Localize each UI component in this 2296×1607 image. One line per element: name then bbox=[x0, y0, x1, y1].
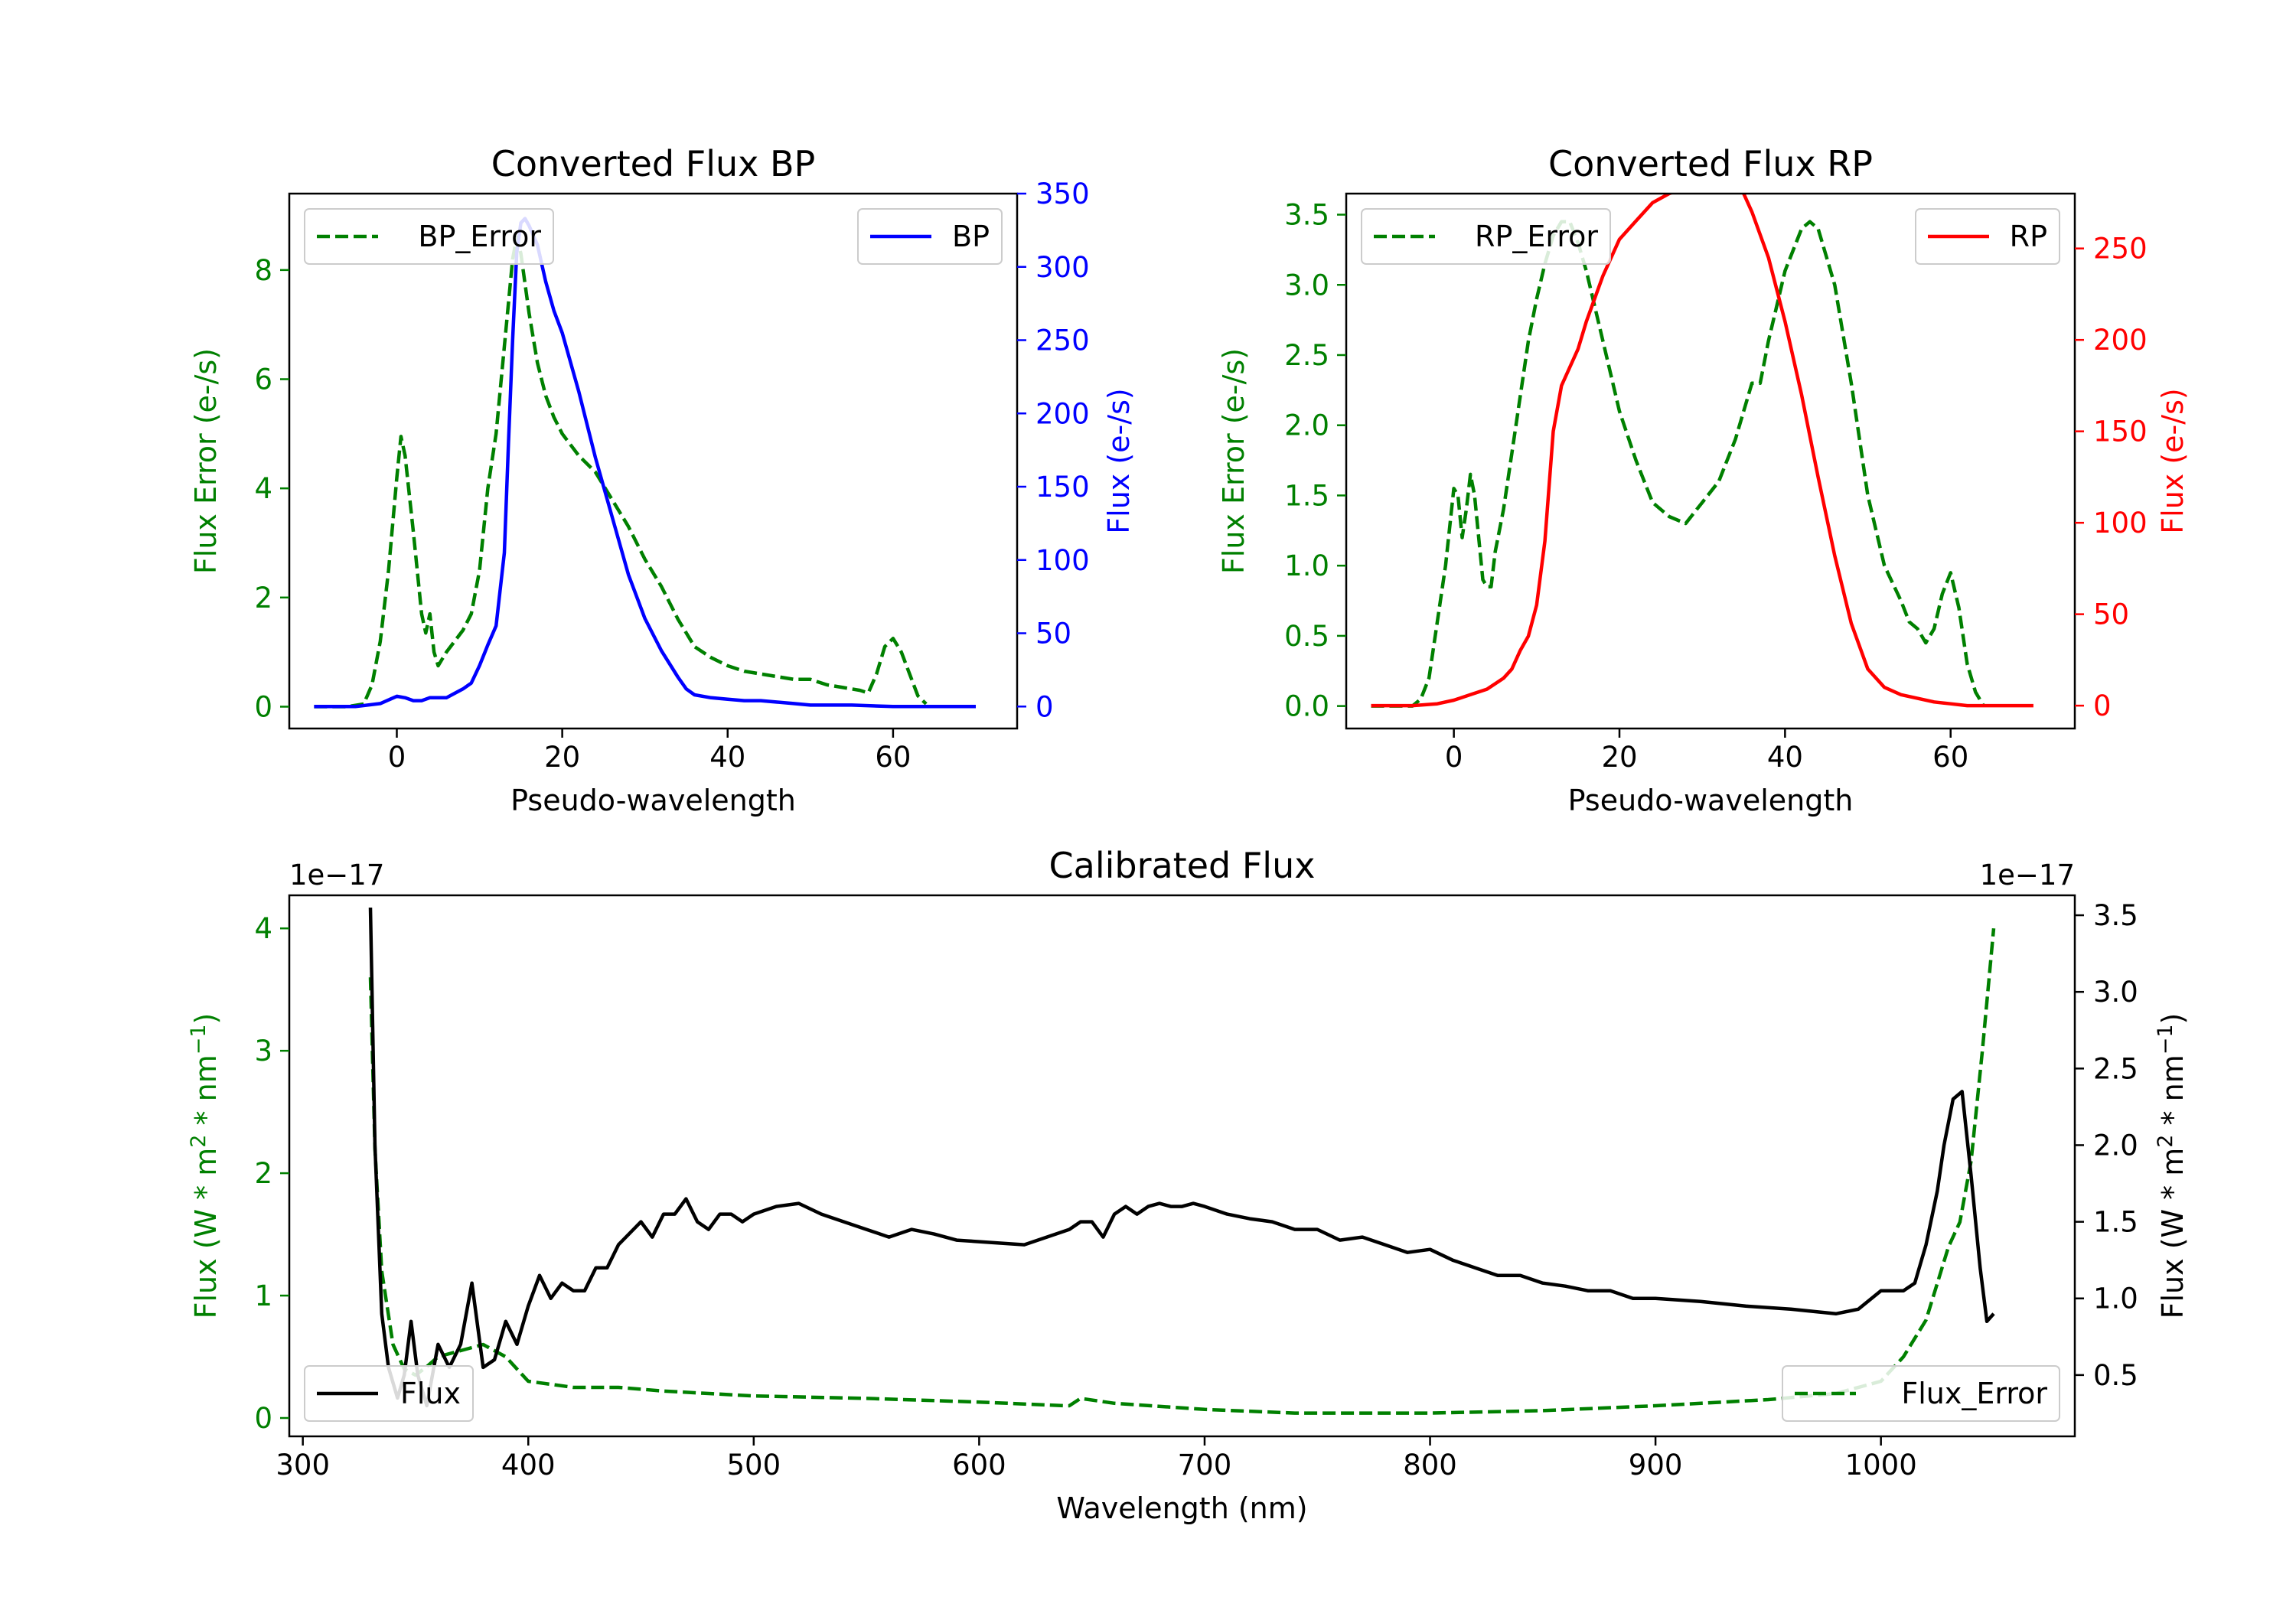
series-line-rp bbox=[1371, 194, 2033, 708]
legend-rp: RP bbox=[1915, 208, 2060, 265]
y-left-tick-label: 0 bbox=[254, 1402, 272, 1435]
y-right-offset-label: 1e−17 bbox=[1980, 859, 2075, 892]
y-left-tick-label: 2 bbox=[254, 1157, 272, 1190]
x-tick-label: 600 bbox=[952, 1449, 1006, 1482]
series-line-bp bbox=[314, 217, 976, 709]
x-tick-label: 300 bbox=[276, 1449, 330, 1482]
y-left-axis-title: Flux Error (e-/s) bbox=[1217, 348, 1251, 574]
legend-label: BP bbox=[952, 220, 990, 253]
legend-box bbox=[1782, 1365, 2060, 1422]
plot-frame bbox=[288, 894, 2076, 1438]
y-left-tick-label: 6 bbox=[254, 363, 272, 396]
x-tick-label: 60 bbox=[875, 741, 911, 774]
y-left-offset-label: 1e−17 bbox=[289, 859, 384, 892]
legend-rp-error: RP_Error bbox=[1361, 208, 1611, 265]
legend-bp: BP bbox=[857, 208, 1003, 265]
series-line-flux-error bbox=[368, 927, 1996, 1415]
y-left-tick-label: 3 bbox=[254, 1035, 272, 1068]
legend-label: Flux bbox=[400, 1377, 461, 1410]
legend-box bbox=[304, 208, 554, 265]
x-tick-label: 800 bbox=[1403, 1449, 1457, 1482]
x-tick-label: 500 bbox=[727, 1449, 781, 1482]
y-left-tick-label: 4 bbox=[254, 472, 272, 505]
series-line-bp-error bbox=[314, 235, 928, 709]
y-right-axis-title: Flux (W * m2 * nm−1) bbox=[2154, 1013, 2190, 1319]
y-left-tick-label: 2.0 bbox=[1284, 409, 1329, 442]
y-right-tick-label: 200 bbox=[2093, 324, 2148, 357]
bp-chart: 0 20 40 60 0 2 4 6 8 0 50 100 150 200 250 300 350 Convert… bbox=[189, 143, 1136, 817]
x-tick-label: 20 bbox=[544, 741, 580, 774]
x-tick-label: 0 bbox=[1445, 741, 1463, 774]
series-line-flux bbox=[368, 907, 1995, 1408]
x-axis-title: Pseudo-wavelength bbox=[510, 784, 796, 817]
y-left-tick-label: 3.5 bbox=[1284, 199, 1329, 232]
y-left-axis-title: Flux (W * m2 * nm−1) bbox=[187, 1013, 223, 1319]
plot-frame bbox=[1345, 192, 2076, 730]
series-line-rp-error bbox=[1371, 220, 1985, 708]
y-left-tick-label: 3.0 bbox=[1284, 269, 1329, 302]
y-right-tick-label: 150 bbox=[1035, 471, 1090, 504]
x-tick-label: 0 bbox=[388, 741, 406, 774]
y-right-tick-label: 0 bbox=[1035, 690, 1054, 723]
legend-box bbox=[1361, 208, 1611, 265]
y-left-tick-label: 0 bbox=[254, 690, 272, 723]
y-left-tick-label: 0.0 bbox=[1284, 690, 1329, 723]
y-right-tick-label: 300 bbox=[1035, 251, 1090, 284]
y-right-tick-label: 200 bbox=[1035, 397, 1090, 430]
legend-label: RP bbox=[2010, 220, 2047, 253]
legend-bp-error: BP_Error bbox=[304, 208, 554, 265]
chart-title: Converted Flux BP bbox=[491, 143, 816, 184]
y-right-tick-label: 0.5 bbox=[2093, 1359, 2138, 1392]
y-left-tick-label: 1.0 bbox=[1284, 549, 1329, 582]
x-tick-label: 700 bbox=[1178, 1449, 1232, 1482]
y-right-tick-label: 1.5 bbox=[2093, 1206, 2138, 1239]
x-tick-label: 900 bbox=[1629, 1449, 1683, 1482]
legend-label: BP_Error bbox=[418, 220, 541, 253]
y-right-tick-label: 0 bbox=[2093, 689, 2112, 722]
x-tick-label: 400 bbox=[501, 1449, 556, 1482]
y-left-tick-label: 0.5 bbox=[1284, 620, 1329, 653]
y-right-tick-label: 150 bbox=[2093, 416, 2148, 448]
y-left-tick-label: 1.5 bbox=[1284, 479, 1329, 512]
y-right-tick-label: 100 bbox=[1035, 544, 1090, 577]
chart-title: Calibrated Flux bbox=[1049, 845, 1316, 886]
y-left-tick-label: 4 bbox=[254, 912, 272, 945]
y-right-tick-label: 1.0 bbox=[2093, 1283, 2138, 1315]
y-left-tick-label: 1 bbox=[254, 1279, 272, 1312]
legend-box bbox=[304, 1365, 474, 1422]
legend-label: Flux_Error bbox=[1901, 1377, 2047, 1410]
y-left-tick-label: 2 bbox=[254, 582, 272, 614]
x-tick-label: 60 bbox=[1932, 741, 1968, 774]
y-right-tick-label: 50 bbox=[1035, 618, 1071, 650]
y-right-tick-label: 2.0 bbox=[2093, 1129, 2138, 1162]
y-right-axis-title: Flux (e-/s) bbox=[2156, 388, 2190, 533]
calibrated-chart: 300 400 500 600 700 800 900 1000 0 1 2 3 4 0.5 1.0 1.5 2… bbox=[187, 845, 2190, 1525]
y-left-tick-label: 2.5 bbox=[1284, 339, 1329, 372]
x-tick-label: 1000 bbox=[1845, 1449, 1917, 1482]
x-tick-label: 40 bbox=[709, 741, 745, 774]
legend-label: RP_Error bbox=[1475, 220, 1598, 253]
x-axis-title: Wavelength (nm) bbox=[1056, 1491, 1307, 1525]
plot-frame bbox=[288, 192, 1019, 730]
y-right-tick-label: 250 bbox=[2093, 233, 2148, 266]
y-right-tick-label: 2.5 bbox=[2093, 1052, 2138, 1085]
y-right-axis-title: Flux (e-/s) bbox=[1102, 388, 1136, 533]
x-tick-label: 20 bbox=[1601, 741, 1637, 774]
y-left-tick-label: 8 bbox=[254, 254, 272, 287]
x-tick-label: 40 bbox=[1767, 741, 1803, 774]
x-axis-title: Pseudo-wavelength bbox=[1568, 784, 1854, 817]
rp-chart: 0 20 40 60 0.0 0.5 1.0 1.5 2.0 2.5 3.0 3.5 0 50 100 150… bbox=[1217, 143, 2190, 817]
legend-flux: Flux bbox=[304, 1365, 474, 1422]
y-right-tick-label: 50 bbox=[2093, 598, 2129, 631]
y-left-axis-title: Flux Error (e-/s) bbox=[189, 348, 223, 574]
y-right-tick-label: 3.0 bbox=[2093, 976, 2138, 1009]
y-right-tick-label: 250 bbox=[1035, 324, 1090, 357]
y-right-tick-label: 3.5 bbox=[2093, 899, 2138, 932]
chart-title: Converted Flux RP bbox=[1548, 143, 1873, 184]
y-right-tick-label: 350 bbox=[1035, 178, 1090, 210]
legend-flux-error: Flux_Error bbox=[1782, 1365, 2060, 1422]
y-right-tick-label: 100 bbox=[2093, 507, 2148, 539]
